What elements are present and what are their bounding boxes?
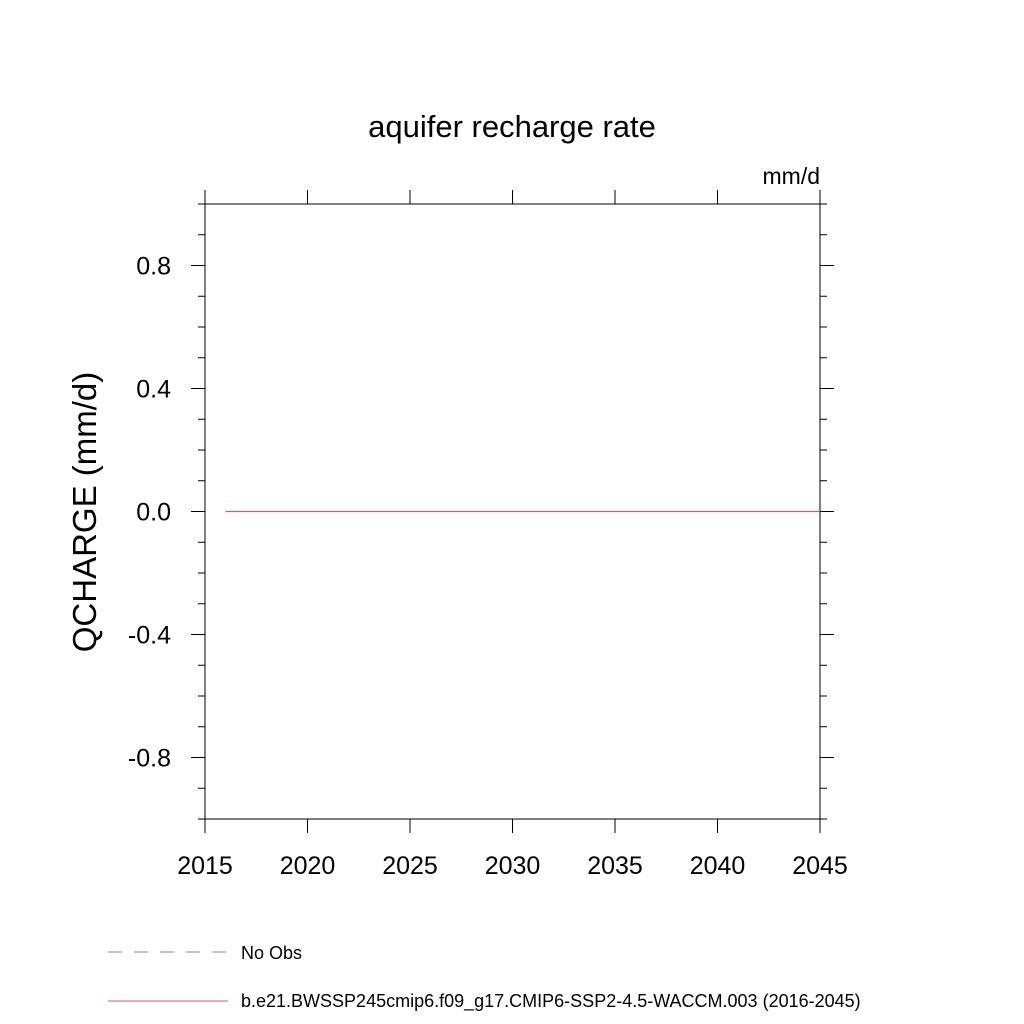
y-axis-label: QCHARGE (mm/d) [66, 372, 103, 653]
x-tick-label: 2015 [177, 852, 233, 880]
y-tick-label: 0.8 [136, 253, 171, 281]
y-tick-label: -0.8 [128, 745, 171, 773]
x-tick-label: 2040 [690, 852, 746, 880]
x-tick-label: 2020 [280, 852, 336, 880]
y-tick-label: -0.4 [128, 622, 171, 650]
x-tick-label: 2025 [382, 852, 438, 880]
legend-label-no-obs: No Obs [241, 943, 302, 963]
x-tick-labels: 2015 2020 2025 2030 2035 2040 2045 [177, 852, 848, 880]
units-label: mm/d [763, 163, 821, 189]
y-tick-label: 0.4 [136, 376, 171, 404]
x-ticks [204, 190, 821, 833]
legend-label-model: b.e21.BWSSP245cmip6.f09_g17.CMIP6-SSP2-4… [241, 991, 861, 1012]
legend: No Obs b.e21.BWSSP245cmip6.f09_g17.CMIP6… [108, 943, 861, 1012]
y-tick-label: 0.0 [136, 499, 171, 527]
y-ticks [191, 203, 834, 820]
x-tick-label: 2030 [485, 852, 541, 880]
x-tick-label: 2035 [587, 852, 643, 880]
y-tick-labels: 0.8 0.4 0.0 -0.4 -0.8 [128, 253, 171, 773]
x-tick-label: 2045 [792, 852, 848, 880]
chart-title: aquifer recharge rate [368, 109, 656, 144]
